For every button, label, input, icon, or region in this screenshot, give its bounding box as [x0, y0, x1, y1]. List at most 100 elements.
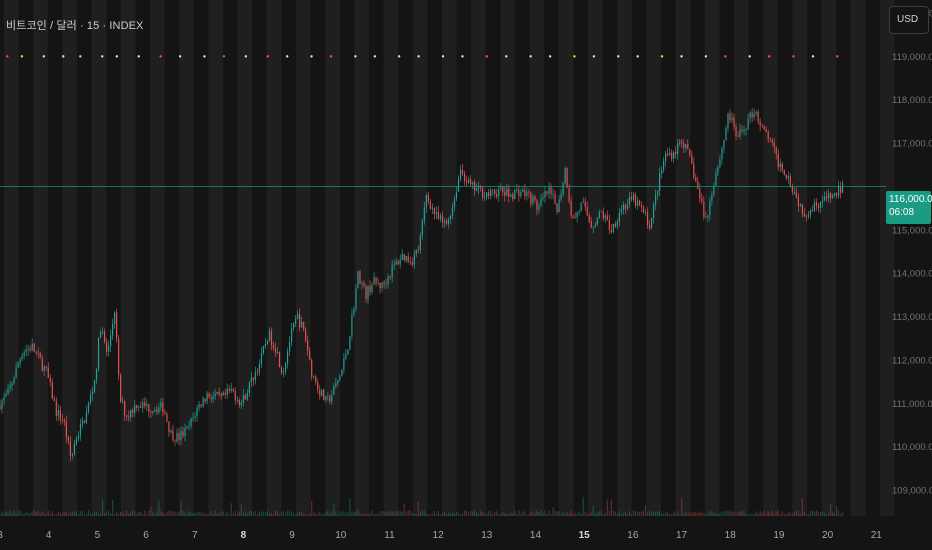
candle-body [45, 366, 47, 368]
candle-body [457, 178, 460, 192]
volume-bar [457, 512, 460, 516]
candle-body [99, 332, 102, 338]
volume-bar [749, 513, 751, 516]
candle-body [624, 205, 627, 209]
volume-bar [640, 511, 643, 516]
candle-body [97, 337, 100, 370]
candle-body [612, 223, 614, 232]
candle-body [817, 205, 820, 209]
session-stripe [237, 0, 253, 516]
signal-dot [592, 55, 596, 58]
candle-body [313, 376, 315, 378]
candle-body [415, 249, 417, 255]
session-stripe [33, 0, 48, 516]
volume-bar [99, 513, 102, 516]
volume-bar [156, 511, 158, 516]
volume-bar [737, 512, 739, 516]
volume-bar [274, 510, 277, 516]
candle-body [514, 190, 516, 200]
volume-bar [779, 514, 781, 516]
volume-bar [397, 510, 399, 516]
candle-body [331, 395, 333, 402]
volume-bar [293, 512, 295, 516]
candle-body [222, 392, 224, 396]
candle-body [256, 371, 259, 373]
volume-bar [45, 514, 47, 516]
session-stripe [471, 0, 486, 516]
volume-bar [558, 511, 560, 516]
candle-body [176, 433, 178, 442]
candle-body [482, 187, 484, 198]
candle-body [262, 346, 265, 354]
volume-bar [309, 514, 311, 516]
candle-body [650, 218, 653, 229]
volume-bar [89, 512, 92, 516]
candle-body [837, 186, 840, 196]
volume-bar [538, 511, 540, 516]
volume-bar [311, 501, 313, 516]
session-stripe [412, 0, 428, 516]
candle-body [132, 409, 134, 413]
volume-bar [512, 513, 514, 516]
volume-bar [819, 511, 822, 516]
x-tick-label: 6 [143, 530, 149, 541]
volume-bar [184, 512, 186, 516]
volume-bar [174, 511, 176, 516]
volume-bar [449, 513, 452, 516]
candle-body [192, 417, 194, 419]
x-tick-label: 15 [579, 530, 591, 541]
candle-body [558, 199, 560, 213]
currency-button[interactable]: USD [889, 6, 929, 34]
candle-body [174, 440, 176, 442]
volume-bar [562, 511, 564, 516]
candle-body [829, 193, 832, 199]
volume-bar [638, 511, 641, 516]
candle-body [588, 215, 590, 222]
volume-bar [256, 514, 259, 516]
volume-bar [421, 510, 423, 516]
volume-bar [765, 513, 767, 516]
candle-body [218, 391, 220, 394]
volume-bar [69, 512, 71, 516]
x-tick-label: 13 [481, 530, 493, 541]
candle-body [375, 277, 377, 283]
volume-bar [367, 513, 369, 516]
candle-body [620, 209, 623, 214]
volume-bar [282, 511, 285, 516]
candle-body [476, 188, 478, 191]
candle-body [471, 182, 474, 184]
candle-body [465, 180, 468, 183]
candle-body [373, 277, 375, 285]
candle-body [290, 328, 293, 343]
volume-bar [379, 511, 381, 516]
candle-body [723, 140, 725, 149]
volume-bar [180, 501, 182, 516]
candle-body [194, 416, 196, 418]
volume-bar [411, 512, 413, 516]
volume-bar [140, 511, 142, 516]
session-stripe [354, 0, 369, 516]
candle-body [751, 112, 753, 118]
candle-body [596, 218, 598, 225]
candle-body [484, 197, 486, 198]
volume-bar [399, 511, 401, 516]
candle-body [683, 143, 685, 148]
volume-bar [160, 511, 162, 516]
volume-bar [632, 510, 635, 516]
candle-body [401, 253, 403, 260]
volume-bar [369, 513, 371, 516]
volume-bar [465, 510, 468, 516]
candle-body [779, 163, 781, 168]
volume-bar [528, 513, 530, 516]
volume-bar [486, 513, 488, 516]
candle-body [172, 430, 174, 441]
candle-body [170, 430, 172, 432]
volume-bar [387, 511, 389, 516]
candle-body [409, 261, 411, 263]
candle-body [805, 216, 808, 218]
volume-bar [723, 511, 725, 516]
volume-bar [691, 512, 693, 516]
candle-body [763, 125, 765, 130]
